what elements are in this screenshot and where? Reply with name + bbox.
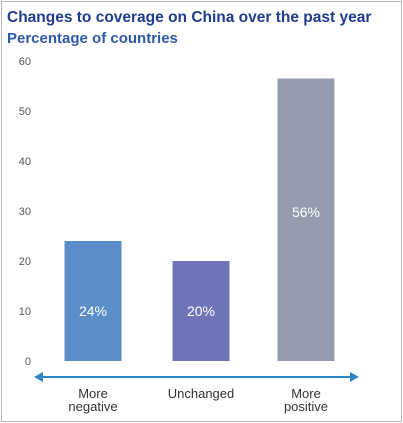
y-axis-ticks: 0 10 20 30 40 50 60 <box>19 56 31 368</box>
data-label: 20% <box>187 303 215 319</box>
category-label: More <box>78 386 108 401</box>
bar <box>64 241 122 361</box>
y-tick-label: 20 <box>19 256 31 268</box>
category-label: Unchanged <box>168 386 235 401</box>
data-label: 24% <box>79 303 107 319</box>
y-tick-label: 0 <box>25 356 31 368</box>
x-axis-arrow <box>34 372 359 382</box>
data-labels: 24% 20% 56% <box>79 204 320 319</box>
bars <box>64 78 335 361</box>
category-label: More <box>291 386 321 401</box>
category-label: positive <box>284 399 328 414</box>
category-label: negative <box>68 399 117 414</box>
chart-title: Changes to coverage on China over the pa… <box>7 9 372 26</box>
y-tick-label: 40 <box>19 156 31 168</box>
bar <box>172 261 230 361</box>
y-tick-label: 60 <box>19 56 31 68</box>
arrow-right-icon <box>350 372 359 382</box>
data-label: 56% <box>292 204 320 220</box>
chart-subtitle: Percentage of countries <box>7 30 178 47</box>
y-tick-label: 30 <box>19 206 31 218</box>
arrow-left-icon <box>34 372 43 382</box>
y-tick-label: 10 <box>19 306 31 318</box>
bar <box>277 78 335 361</box>
y-tick-label: 50 <box>19 106 31 118</box>
